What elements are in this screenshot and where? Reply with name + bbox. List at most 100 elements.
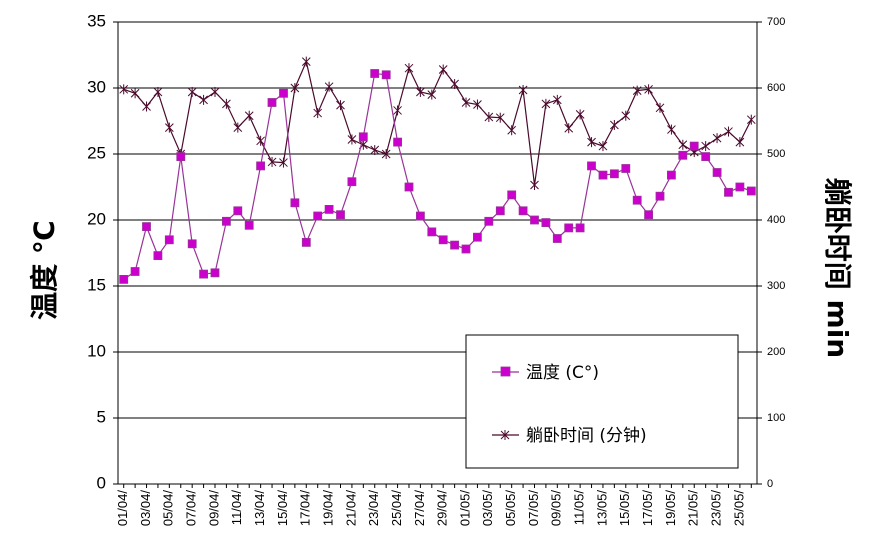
temperature-point: [495, 206, 505, 216]
lying-time-point: [610, 119, 619, 130]
x-tick-label: 29/04/: [435, 490, 450, 527]
lying-time-point: [142, 101, 151, 112]
temperature-point: [256, 161, 266, 171]
y2-tick-label: 100: [767, 412, 785, 424]
temperature-point: [381, 70, 391, 80]
x-tick-label: 17/05/: [640, 490, 655, 527]
x-tick-label: 09/05/: [549, 490, 564, 527]
x-tick-label: 21/05/: [686, 490, 701, 527]
temperature-point: [530, 215, 539, 225]
lying-time-point: [164, 122, 174, 133]
temperature-point: [712, 168, 722, 177]
x-tick-label: 05/04/: [161, 490, 176, 527]
temperature-point: [724, 187, 733, 197]
legend-marker-temperature: [500, 366, 511, 377]
y2-tick-label: 400: [767, 214, 785, 226]
temperature-point: [130, 267, 140, 276]
x-tick-label: 11/05/: [572, 490, 587, 526]
temperature-point: [313, 211, 323, 221]
temperature-point: [324, 204, 334, 214]
lying-time-point: [621, 110, 631, 121]
x-tick-label: 17/04/: [298, 490, 313, 527]
lying-time-point: [222, 98, 231, 109]
lying-time-point: [655, 102, 665, 113]
temperature-point: [644, 210, 653, 220]
x-tick-label: 01/05/: [457, 490, 472, 527]
lying-time-point: [644, 84, 653, 95]
temperature-point: [301, 237, 311, 247]
temperature-point: [461, 244, 471, 254]
x-tick-label: 15/04/: [275, 490, 290, 527]
temperature-point: [575, 223, 585, 233]
lying-time-point: [279, 157, 288, 168]
lying-time-point: [347, 134, 357, 145]
lying-time-point: [267, 156, 277, 167]
legend-label-lying-time: 躺卧时间 (分钟): [526, 426, 647, 446]
y2-axis-label: 躺卧时间 min: [821, 178, 854, 358]
temperature-point: [541, 218, 551, 228]
lying-time-point: [484, 112, 494, 123]
lying-time-point: [564, 123, 574, 134]
legend: 温度 (C°) 躺卧时间 (分钟): [465, 334, 739, 469]
lying-time-point: [313, 108, 323, 119]
temperature-point: [701, 152, 711, 162]
temperature-point: [199, 269, 209, 279]
y2-tick-label: 500: [767, 148, 785, 160]
lying-time-point: [324, 81, 334, 92]
temperature-point: [507, 190, 517, 200]
x-tick-label: 27/04/: [412, 490, 427, 527]
plot-area-frame: [117, 21, 758, 485]
lying-time-point: [450, 79, 459, 90]
temperature-point: [267, 98, 277, 107]
temperature-point: [678, 150, 688, 160]
temperature-point: [393, 137, 403, 147]
temperature-point: [746, 186, 756, 196]
lying-time-point: [598, 141, 608, 152]
lying-time-point: [541, 98, 551, 109]
temperature-point: [290, 198, 300, 208]
x-tick-label: 07/05/: [526, 490, 541, 527]
temperature-point: [450, 240, 460, 250]
lying-time-point: [244, 110, 254, 121]
lying-time-point: [632, 85, 642, 96]
temperature-point: [358, 132, 368, 142]
x-tick-label: 05/05/: [503, 490, 518, 527]
lying-time-point: [210, 86, 220, 97]
lying-time-point: [370, 145, 380, 156]
series-line-lying-time: [123, 59, 752, 186]
y-tick-label: 0: [97, 473, 106, 492]
lying-time-point: [575, 109, 585, 120]
temperature-point: [244, 220, 254, 230]
temperature-point: [336, 210, 345, 220]
temperature-point: [176, 152, 186, 162]
lying-time-point: [438, 64, 448, 75]
x-tick-label: 07/04/: [184, 490, 199, 527]
lying-time-point: [724, 126, 733, 137]
temperature-point: [735, 182, 745, 192]
y-tick-label: 5: [97, 407, 106, 426]
lying-time-point: [199, 94, 208, 105]
lying-time-point: [119, 84, 129, 95]
x-tick-label: 01/04/: [115, 490, 130, 527]
lying-time-point: [187, 86, 197, 97]
temperature-point: [689, 141, 699, 151]
lying-time-point: [701, 141, 711, 152]
temperature-point: [142, 222, 151, 232]
x-tick-label: 21/04/: [343, 490, 358, 527]
x-tick-label: 23/04/: [366, 490, 381, 527]
x-tick-label: 03/04/: [138, 490, 153, 527]
temperature-point: [610, 169, 619, 179]
y2-tick-label: 700: [767, 16, 785, 28]
y-axis-label: 温度 ℃: [28, 220, 61, 320]
legend-marker-lying-time: [500, 430, 510, 440]
temperature-point: [427, 227, 437, 237]
temperature-point: [552, 234, 562, 243]
temperature-point: [438, 235, 448, 245]
y2-tick-label: 300: [767, 280, 785, 292]
temperature-point: [210, 268, 220, 278]
temperature-point: [164, 235, 174, 245]
y-tick-label: 15: [87, 275, 106, 294]
temperature-point: [187, 239, 197, 249]
temperature-point: [484, 216, 494, 226]
y-tick-label: 30: [87, 77, 106, 96]
